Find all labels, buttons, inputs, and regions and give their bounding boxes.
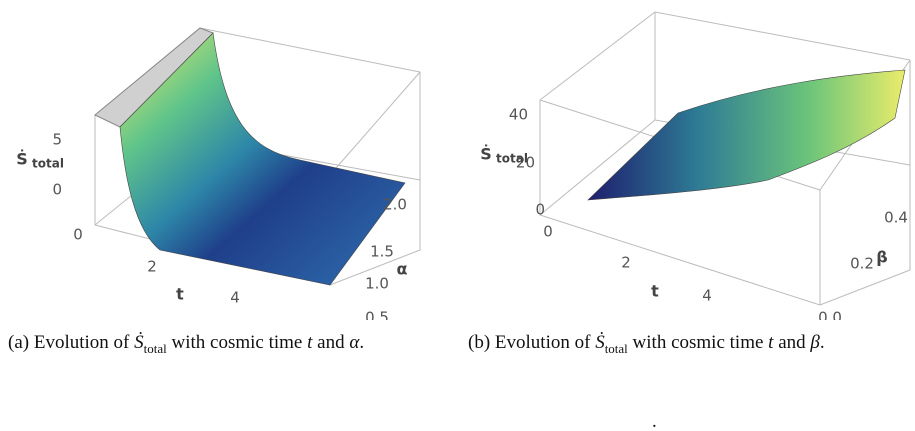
axis-label: Ṡ [480,145,492,164]
tick-label: 5 [52,131,62,149]
tick-label: 4 [702,287,712,305]
tick-label: 2 [147,258,157,276]
axis-label: t [176,285,184,304]
plot-b [539,11,911,306]
tick-label: 0.0 [818,309,842,321]
tick-label: 40 [509,106,528,124]
axis-label: β [876,248,887,267]
footnote: . [652,411,657,431]
box [329,71,421,176]
caption: (a) Evolution of Ṡtotal with cosmic time… [8,326,448,365]
tick-label: 0.2 [850,255,874,273]
caption-text: and [317,332,345,353]
caption-subscript: total [604,340,628,356]
caption-text: and [778,332,806,353]
caption-text: with cosmic time [171,332,303,353]
caption-text: Evolution of [494,332,591,353]
caption-variable: t [768,332,774,353]
tick-label: 20 [516,154,535,172]
caption-text: Evolution of [33,332,130,353]
caption-parameter: β [810,332,820,353]
caption-parameter: α [349,332,360,353]
caption-text: with cosmic time [632,332,764,353]
tick-label: 0 [52,181,62,199]
surface [587,69,906,201]
caption-text: . [819,332,825,353]
tick-label: 2.0 [383,196,407,214]
tick-label: 1.0 [365,275,389,293]
tick-label: 0.5 [365,309,389,321]
caption-tag: (b) [468,332,491,353]
axis-label-sub: total [496,152,528,166]
tick-label: 0 [73,226,83,244]
caption-text: . [359,332,365,353]
axis-label: Ṡ [16,150,28,169]
surface [119,32,406,286]
caption: (b) Evolution of Ṡtotal with cosmic time… [468,326,908,365]
axis-label: t [651,282,659,301]
tick-label: 1.5 [370,243,394,261]
caption-symbol: Ṡ [595,332,605,353]
tick-label: 6 [790,318,800,321]
axis-label-sub: total [32,157,64,171]
caption-symbol: Ṡ [134,332,144,353]
caption-variable: t [307,332,313,353]
tick-label: 2 [621,254,631,272]
caption-subscript: total [143,340,167,356]
plot-a [94,27,421,286]
caption-tag: (a) [8,332,30,353]
tick-label: 0.4 [884,209,908,227]
tick-label: 4 [230,289,240,307]
figures: 0 5 Ṡtotal 0 2 4 6 t 0.5 1.0 1.5 2.0 α 0 20 40 Ṡtotal 0 2 4… [16,11,911,321]
axis-label: α [397,260,408,279]
box-back [539,119,656,216]
tick-label: 0 [543,223,553,241]
tick-label: 0 [535,201,545,219]
